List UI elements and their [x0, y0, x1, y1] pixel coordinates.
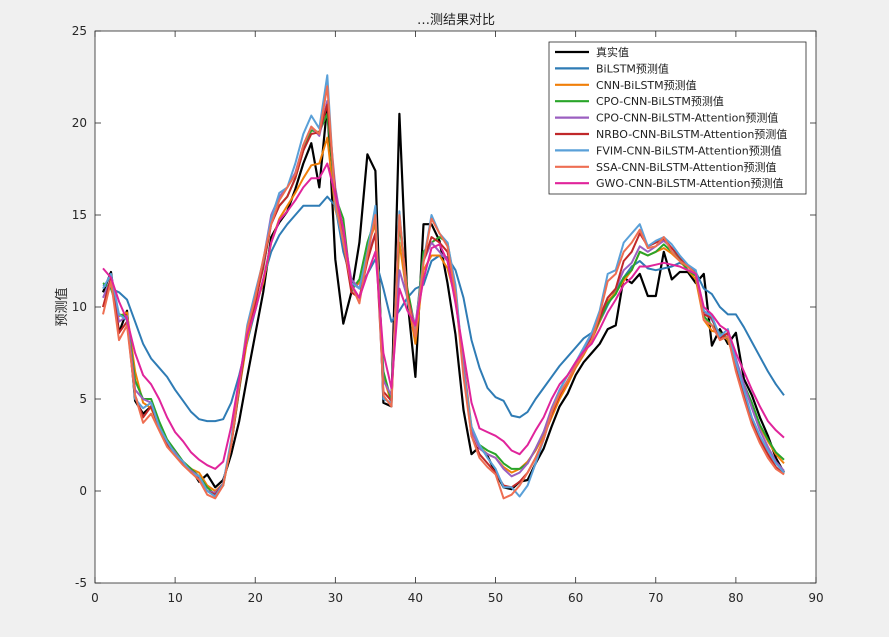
x-tick-label: 10: [167, 591, 182, 605]
legend-entry-8: GWO-CNN-BiLSTM-Attention预测值: [596, 177, 783, 190]
x-tick-label: 30: [328, 591, 343, 605]
legend-entry-1: BiLSTM预测值: [596, 62, 669, 75]
legend-box: [548, 41, 807, 195]
x-tick-label: 0: [91, 591, 99, 605]
y-tick-label: 5: [79, 392, 87, 406]
y-tick-label: 25: [72, 24, 87, 38]
x-tick-label: 50: [488, 591, 503, 605]
legend: 真实值 BiLSTM预测值 CNN-BiLSTM预测值 CPO-CNN-BiLSTM预…: [548, 41, 807, 195]
x-tick-label: 80: [728, 591, 743, 605]
x-tick-label: 40: [408, 591, 423, 605]
y-tick-label: 15: [72, 208, 87, 222]
x-tick-label: 90: [808, 591, 823, 605]
legend-entry-0: 真实值: [596, 45, 629, 59]
legend-entry-5: NRBO-CNN-BiLSTM-Attention预测值: [596, 128, 787, 141]
series-layer: [101, 74, 785, 500]
y-axis-label: 预测值: [54, 287, 70, 326]
y-tick-label: -5: [75, 576, 87, 590]
y-axis-ticks: -5 0 5 10 15 20 25: [72, 24, 816, 590]
x-tick-label: 60: [568, 591, 583, 605]
legend-entry-4: CPO-CNN-BiLSTM-Attention预测值: [596, 112, 778, 125]
y-tick-label: 10: [72, 300, 87, 314]
legend-entry-7: SSA-CNN-BiLSTM-Attention预测值: [596, 161, 777, 174]
legend-entry-6: FVIM-CNN-BiLSTM-Attention预测值: [596, 144, 782, 157]
y-tick-label: 0: [79, 484, 87, 498]
series-line-8: [102, 162, 785, 470]
x-axis-ticks: 0 10 20 30 40 50 60 70 80 90: [91, 31, 824, 605]
x-tick-label: 70: [648, 591, 663, 605]
legend-entry-2: CNN-BiLSTM预测值: [596, 79, 697, 92]
legend-entry-3: CPO-CNN-BiLSTM预测值: [596, 95, 724, 108]
x-tick-label: 20: [248, 591, 263, 605]
chart-title: …测结果对比: [417, 13, 495, 28]
series-line-7: [102, 85, 785, 500]
y-tick-label: 20: [72, 116, 87, 130]
